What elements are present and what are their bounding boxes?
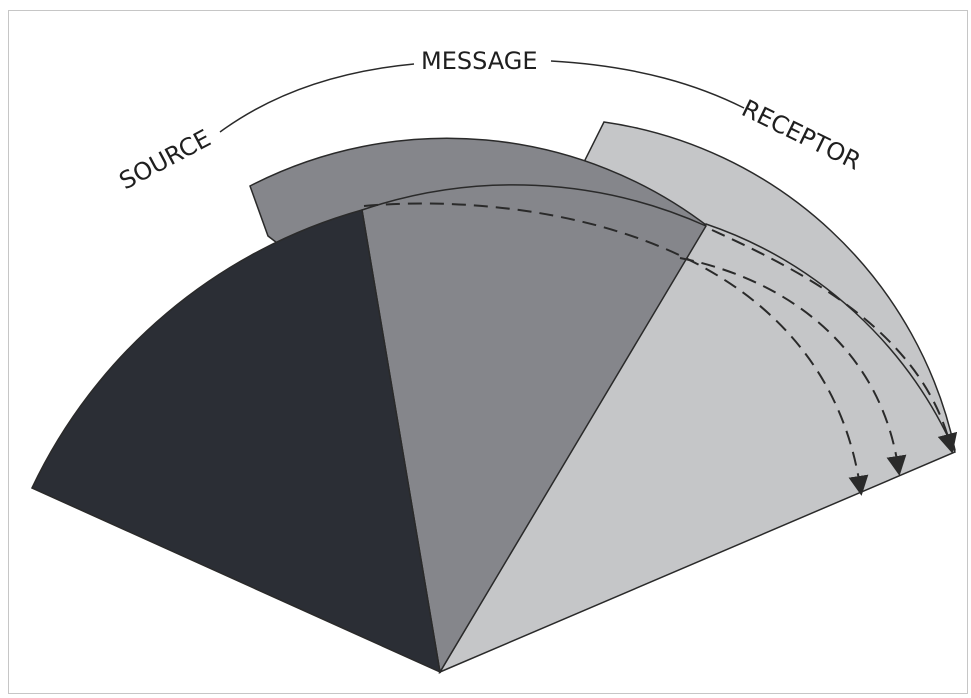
source-wedge — [30, 209, 441, 674]
flow-arrow-middle — [679, 257, 907, 476]
flow-arrow-outer — [711, 229, 958, 454]
message-label: MESSAGE — [421, 47, 538, 75]
source-label: SOURCE — [115, 124, 216, 195]
diagram-frame — [8, 10, 968, 694]
receptor-wedge — [438, 223, 956, 674]
flow-arrow-inner — [363, 202, 869, 496]
message-to-receptor-connector — [550, 60, 745, 109]
message-wedge — [361, 184, 708, 675]
source-to-message-connector — [219, 63, 415, 133]
receptor-label: RECEPTOR — [737, 94, 865, 175]
